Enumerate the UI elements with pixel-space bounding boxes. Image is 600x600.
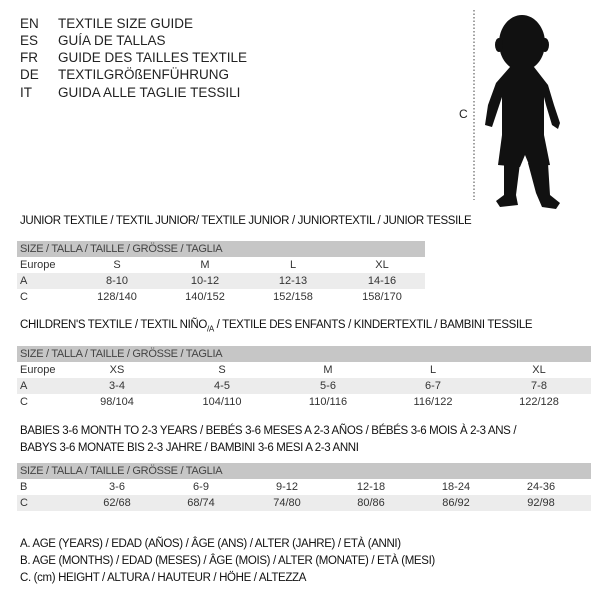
table-row: Europe S M L XL bbox=[20, 259, 389, 271]
language-es: ES GUÍA DE TALLAS bbox=[20, 33, 166, 48]
language-fr: FR GUIDE DES TAILLES TEXTILE bbox=[20, 50, 248, 65]
table-header: SIZE / TALLA / TAILLE / GRÖSSE / TAGLIA bbox=[17, 241, 425, 257]
language-de: DE TEXTILGRÖßENFÜHRUNG bbox=[20, 67, 230, 82]
table-row: A 3-4 4-5 5-6 6-7 7-8 bbox=[17, 378, 591, 394]
table-row: C 128/140 140/152 152/158 158/170 bbox=[20, 291, 402, 303]
table-row: C 62/68 68/74 74/80 80/86 86/92 92/98 bbox=[17, 495, 591, 511]
babies-size-table: SIZE / TALLA / TAILLE / GRÖSSE / TAGLIA … bbox=[17, 463, 591, 511]
children-title: CHILDREN'S TEXTILE / TEXTIL NIÑO/A / TEX… bbox=[20, 319, 533, 334]
children-size-table: SIZE / TALLA / TAILLE / GRÖSSE / TAGLIA … bbox=[17, 346, 591, 410]
height-label: C bbox=[459, 107, 468, 121]
table-row: C 98/104 104/110 110/116 116/122 122/128 bbox=[20, 396, 559, 408]
table-header: SIZE / TALLA / TAILLE / GRÖSSE / TAGLIA bbox=[17, 463, 591, 479]
table-header: SIZE / TALLA / TAILLE / GRÖSSE / TAGLIA bbox=[17, 346, 591, 362]
language-it: IT GUIDA ALLE TAGLIE TESSILI bbox=[20, 85, 241, 100]
legend-a: A. AGE (YEARS) / EDAD (AÑOS) / ÂGE (ANS)… bbox=[20, 538, 401, 550]
babies-title-line2: BABYS 3-6 MONATE BIS 2-3 JAHRE / BAMBINI… bbox=[20, 442, 359, 454]
child-silhouette-icon bbox=[473, 10, 560, 209]
table-row: B 3-6 6-9 9-12 12-18 18-24 24-36 bbox=[20, 481, 556, 493]
language-en: EN TEXTILE SIZE GUIDE bbox=[20, 16, 194, 31]
legend-c: C. (cm) HEIGHT / ALTURA / HAUTEUR / HÖHE… bbox=[20, 572, 307, 584]
junior-title: JUNIOR TEXTILE / TEXTIL JUNIOR/ TEXTILE … bbox=[20, 215, 472, 227]
legend-b: B. AGE (MONTHS) / EDAD (MESES) / ÂGE (MO… bbox=[20, 555, 435, 567]
junior-size-table: SIZE / TALLA / TAILLE / GRÖSSE / TAGLIA … bbox=[17, 241, 425, 305]
babies-title-line1: BABIES 3-6 MONTH TO 2-3 YEARS / BEBÉS 3-… bbox=[20, 425, 517, 437]
table-row: A 8-10 10-12 12-13 14-16 bbox=[17, 273, 425, 289]
table-row: Europe XS S M L XL bbox=[20, 364, 546, 376]
